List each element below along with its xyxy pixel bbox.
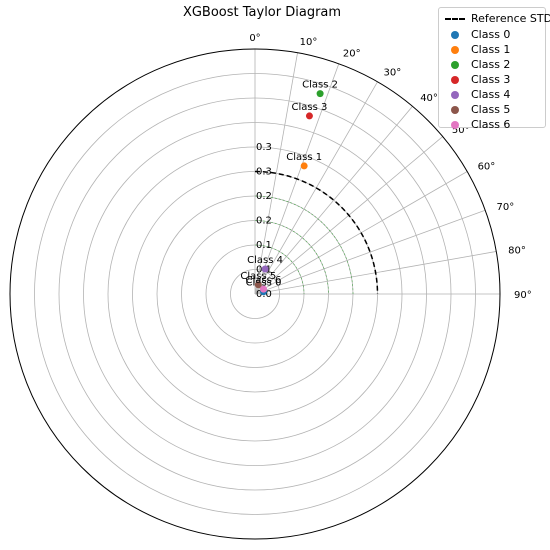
dot-icon <box>451 60 459 69</box>
reference-std-arc <box>254 170 379 295</box>
legend-label: Class 0 <box>471 28 511 41</box>
angle-tick-label: 60° <box>478 162 496 173</box>
legend-item: Class 5 <box>445 102 510 117</box>
point-label: Class 0 <box>246 278 282 289</box>
angle-tick-label: 80° <box>508 245 526 256</box>
legend-item: Class 2 <box>445 57 510 72</box>
point-label: Class 4 <box>247 255 283 266</box>
legend-label: Class 5 <box>471 103 511 116</box>
radial-tick-label: 0.3 <box>256 167 272 178</box>
data-point <box>316 90 324 98</box>
data-point <box>254 281 262 289</box>
reference-line-icon <box>445 17 465 20</box>
radial-tick-label: 0.3 <box>256 142 272 153</box>
data-point <box>300 162 308 170</box>
legend-item: Class 0 <box>445 27 510 42</box>
chart-title: XGBoost Taylor Diagram <box>183 5 341 20</box>
legend-item-reference: Reference STD <box>445 11 550 26</box>
radial-tick-label: 0.2 <box>256 191 272 202</box>
data-point <box>259 285 267 293</box>
reference-arc <box>254 170 379 295</box>
data-point <box>305 112 313 120</box>
dot-icon <box>451 105 459 114</box>
legend-label: Class 3 <box>471 73 511 86</box>
legend-item: Class 1 <box>445 42 510 57</box>
legend: Reference STD Class 0 Class 1 Class 2 Cl… <box>438 7 550 131</box>
dot-icon <box>451 75 459 84</box>
legend-item: Class 6 <box>445 117 510 132</box>
angle-tick-label: 10° <box>300 37 318 48</box>
data-points: Class 0 Class 1 Class 2 Class 3 Class 4 Class… <box>240 80 338 296</box>
angle-tick-label: 0° <box>249 33 260 44</box>
band-arc <box>254 244 305 295</box>
point-label: Class 5 <box>240 271 276 282</box>
legend-label: Class 4 <box>471 88 511 101</box>
angle-tick-label: 40° <box>420 93 438 104</box>
dot-icon <box>451 90 459 99</box>
legend-item: Class 3 <box>445 72 510 87</box>
radial-tick-label: 0.1 <box>256 240 272 251</box>
dot-icon <box>451 45 459 54</box>
legend-label: Class 6 <box>471 118 511 131</box>
angle-tick-label: 30° <box>384 67 402 78</box>
angle-tick-label: 70° <box>497 202 515 213</box>
legend-label: Class 2 <box>471 58 511 71</box>
point-label: Class 2 <box>302 80 338 91</box>
reference-band-lines <box>254 195 354 295</box>
legend-item: Class 4 <box>445 87 510 102</box>
angle-tick-labels: 0° 10° 20° 30° 40° 50° 60° 70° 80° 90° <box>249 33 531 301</box>
angle-grid-line <box>254 106 413 295</box>
angle-tick-label: 20° <box>343 48 361 59</box>
angle-tick-label: 50° <box>452 125 470 136</box>
band-arc <box>254 220 329 295</box>
dot-icon <box>451 120 459 129</box>
band-arc <box>254 195 354 295</box>
point-label: Class 1 <box>286 152 322 163</box>
angle-grid-line <box>254 52 298 295</box>
outer-circle <box>9 48 501 540</box>
data-point <box>261 265 269 273</box>
angle-grid-line <box>254 209 486 295</box>
legend-label: Class 1 <box>471 43 511 56</box>
radial-tick-label: 0.2 <box>256 216 272 227</box>
plot-outer-circle <box>9 48 501 540</box>
point-label: Class 3 <box>292 102 328 113</box>
legend-label: Reference STD <box>471 12 550 25</box>
angle-tick-label: 90° <box>514 290 532 301</box>
point-label: Class 6 <box>246 275 282 286</box>
dot-icon <box>451 30 459 39</box>
